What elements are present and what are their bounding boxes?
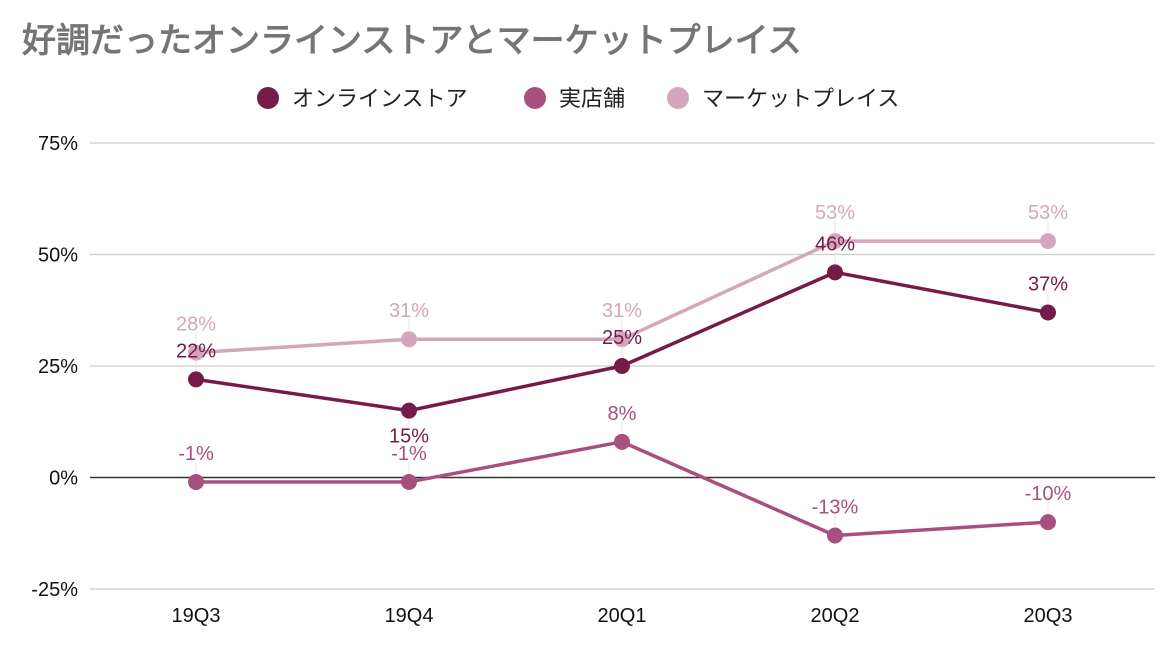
data-label: 15% bbox=[389, 426, 429, 448]
series-0 bbox=[188, 264, 1056, 419]
data-point[interactable] bbox=[188, 371, 204, 388]
y-tick-label: 25% bbox=[38, 356, 78, 378]
legend-swatch bbox=[524, 87, 546, 109]
legend-item[interactable]: オンラインストア bbox=[257, 87, 468, 112]
series-line bbox=[194, 440, 1050, 538]
data-point[interactable] bbox=[401, 402, 417, 419]
legend: オンラインストア 実店舗 マーケットプレイス bbox=[257, 87, 899, 112]
data-label: 46% bbox=[815, 233, 855, 255]
data-point[interactable] bbox=[827, 264, 843, 281]
series-1 bbox=[188, 433, 1056, 544]
data-label: -1% bbox=[178, 443, 214, 465]
data-point[interactable] bbox=[188, 344, 204, 361]
data-point[interactable] bbox=[401, 331, 417, 348]
data-point[interactable] bbox=[614, 433, 630, 450]
data-point[interactable] bbox=[827, 527, 843, 544]
data-label: 53% bbox=[1028, 202, 1068, 224]
data-label: 22% bbox=[176, 340, 216, 362]
y-tick-label: 50% bbox=[38, 245, 78, 267]
x-tick-label: 19Q4 bbox=[385, 605, 434, 627]
legend-label: 実店舗 bbox=[559, 87, 625, 112]
x-tick-label: 20Q2 bbox=[811, 605, 860, 627]
data-point[interactable] bbox=[614, 358, 630, 374]
y-tick-label: 0% bbox=[49, 468, 78, 490]
legend-swatch bbox=[257, 87, 279, 109]
data-labels: 22% 15% 25% 46% 37% -1% -1% 8% -13% -10% 28% 31% 31%… bbox=[176, 202, 1072, 527]
data-label: 28% bbox=[176, 314, 216, 336]
data-label: -13% bbox=[812, 496, 859, 518]
data-label: 31% bbox=[389, 300, 429, 322]
legend-label: オンラインストア bbox=[292, 87, 468, 112]
x-tick-label: 20Q3 bbox=[1024, 605, 1073, 627]
data-label: -10% bbox=[1025, 483, 1072, 505]
data-point[interactable] bbox=[1040, 514, 1056, 531]
legend-item[interactable]: 実店舗 bbox=[524, 87, 625, 112]
data-label: 31% bbox=[602, 300, 642, 322]
legend-swatch bbox=[667, 87, 689, 109]
data-label: 53% bbox=[815, 202, 855, 224]
legend-item[interactable]: マーケットプレイス bbox=[667, 87, 899, 112]
data-point[interactable] bbox=[827, 233, 843, 250]
data-point[interactable] bbox=[401, 473, 417, 490]
data-label: -1% bbox=[391, 443, 427, 465]
data-label: 37% bbox=[1028, 273, 1068, 295]
x-tick-label: 20Q1 bbox=[598, 605, 647, 627]
legend-label: マーケットプレイス bbox=[702, 87, 899, 112]
data-point[interactable] bbox=[1040, 304, 1056, 321]
y-tick-label: -25% bbox=[31, 579, 78, 601]
chart-title: 好調だったオンラインストアとマーケットプレイス bbox=[21, 21, 802, 61]
series-2 bbox=[188, 233, 1056, 361]
y-tick-label: 75% bbox=[38, 133, 78, 155]
data-point[interactable] bbox=[188, 473, 204, 490]
series-layer bbox=[188, 233, 1056, 544]
y-axis: 75% 50% 25% 0% -25% bbox=[31, 133, 78, 601]
data-point[interactable] bbox=[614, 331, 630, 348]
data-label: 25% bbox=[602, 327, 642, 349]
data-point[interactable] bbox=[1040, 233, 1056, 250]
data-label: 8% bbox=[608, 403, 637, 425]
x-axis: 19Q3 19Q4 20Q1 20Q2 20Q3 bbox=[172, 605, 1073, 627]
x-tick-label: 19Q3 bbox=[172, 605, 221, 627]
